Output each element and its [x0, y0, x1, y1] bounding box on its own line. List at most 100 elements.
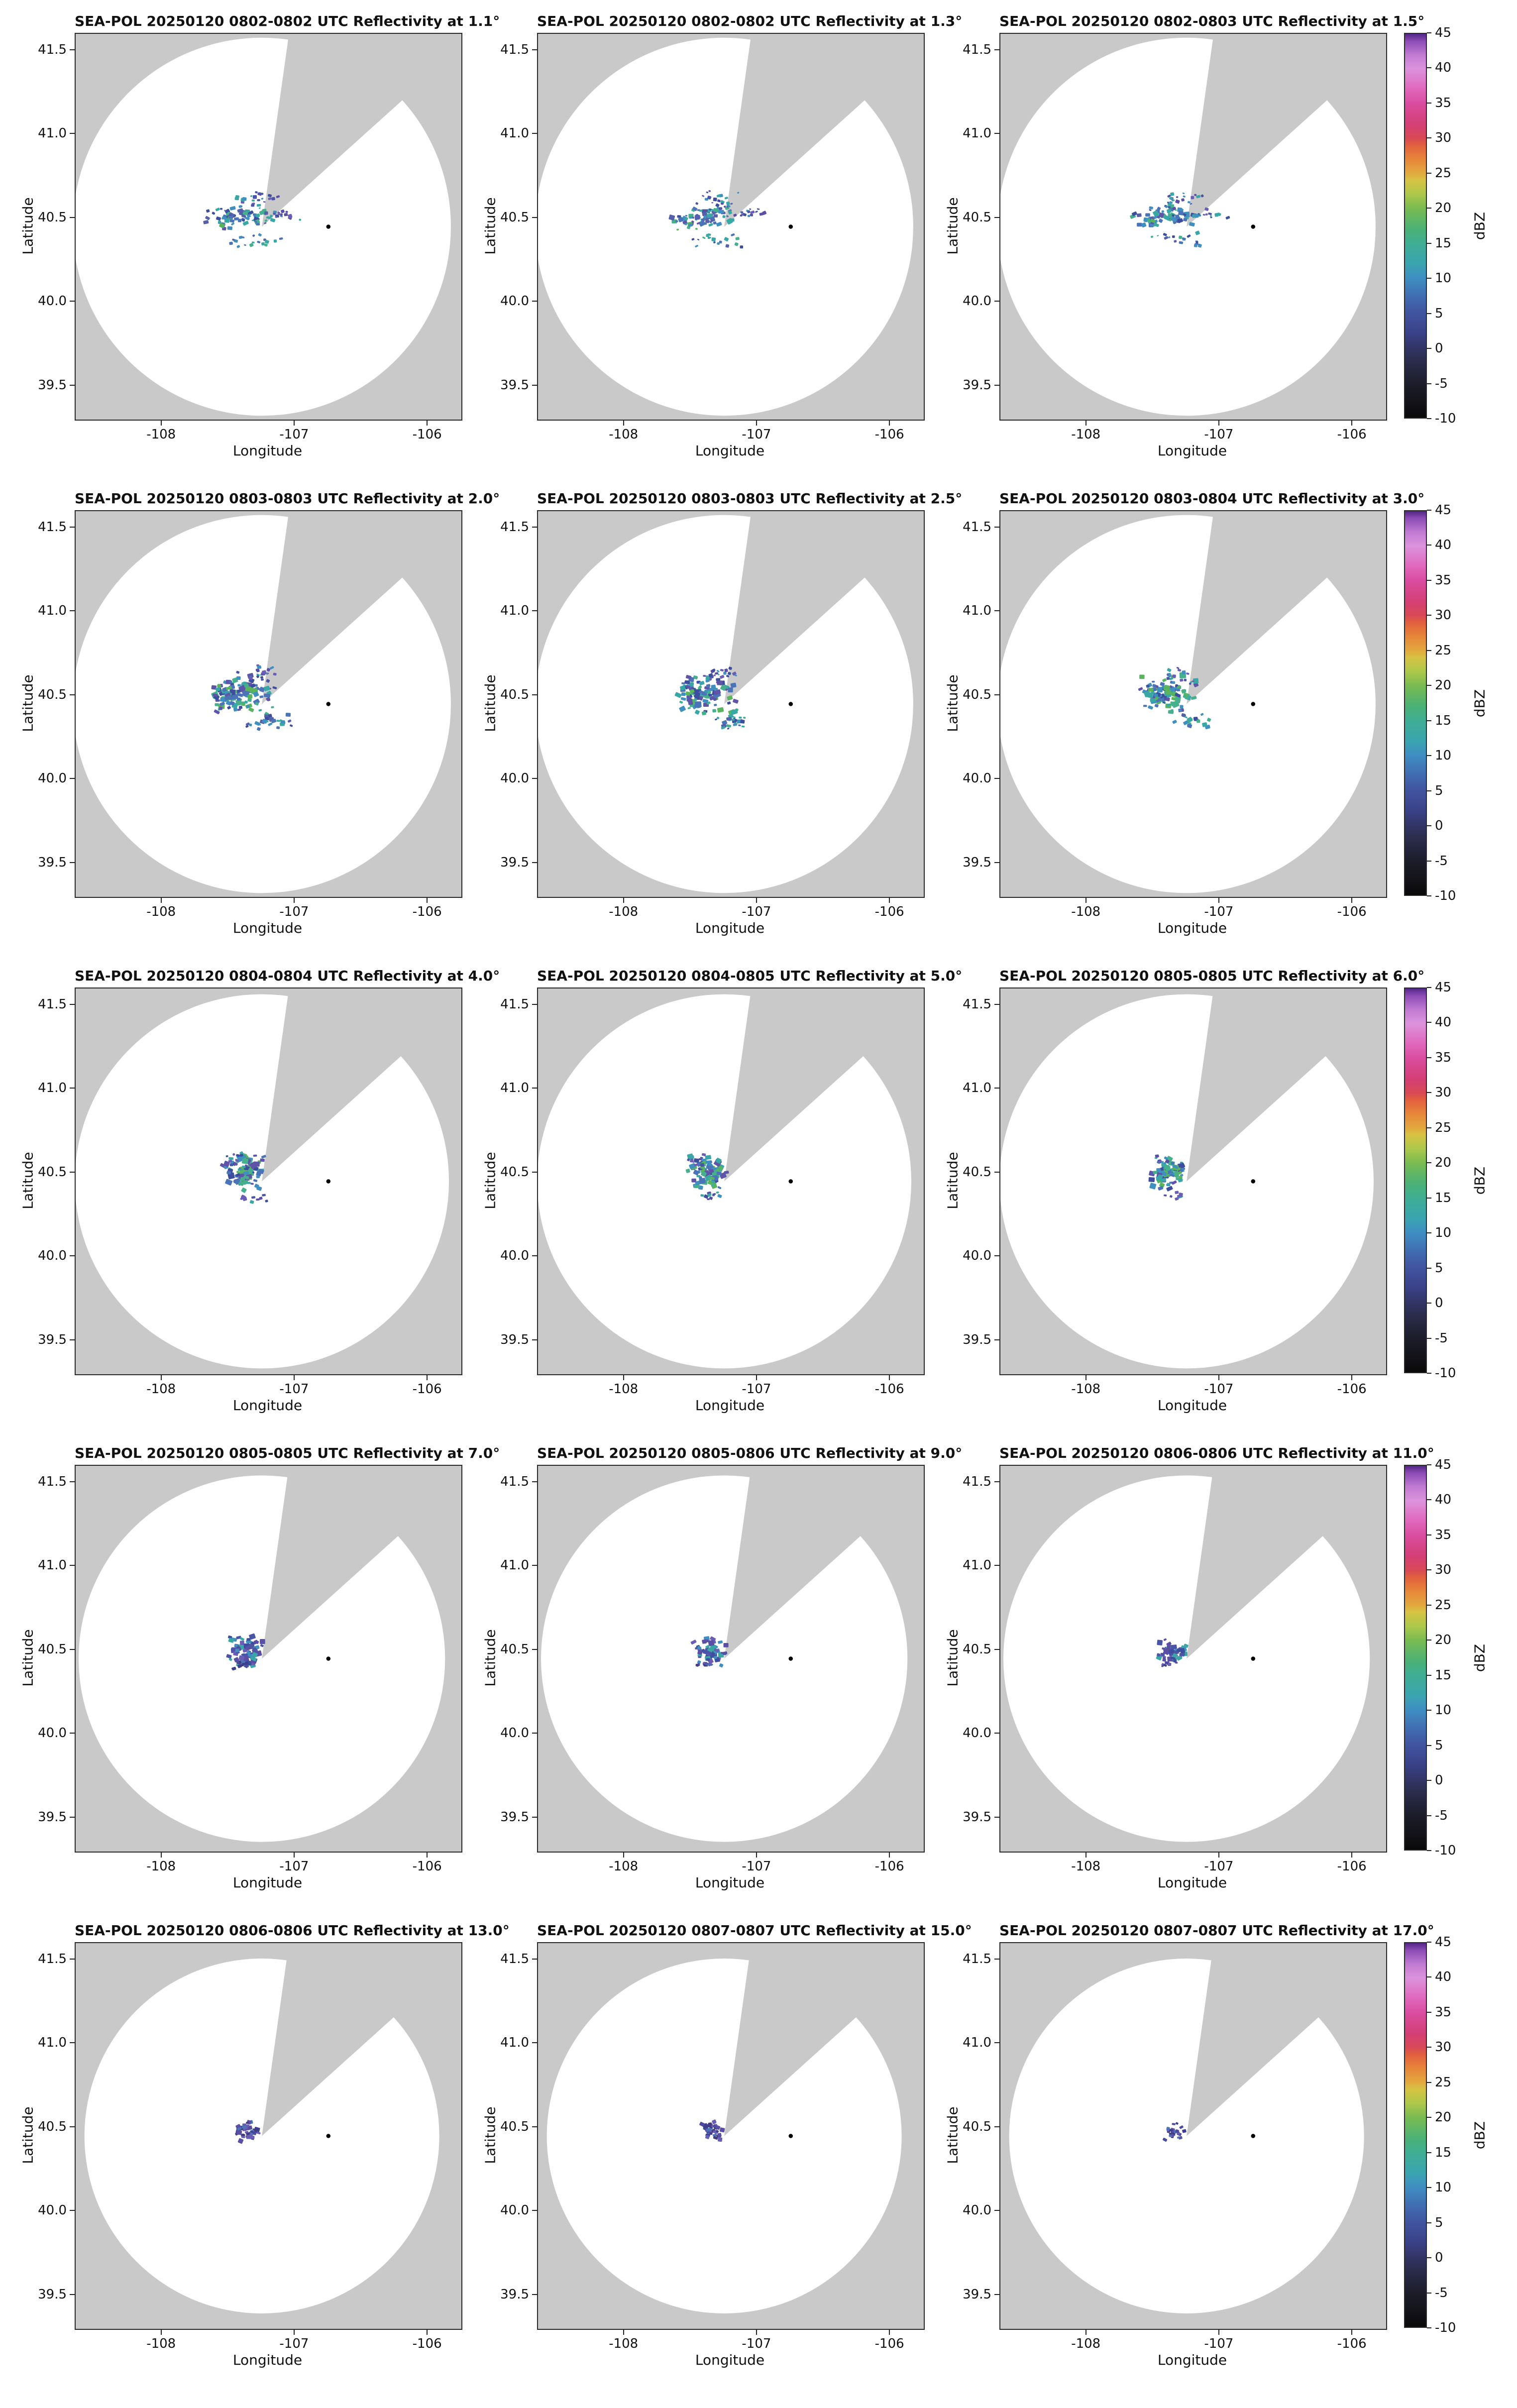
echo-speckle — [266, 697, 270, 701]
echo-speckle — [691, 238, 695, 241]
echo-speckle — [1171, 199, 1175, 202]
echo-speckle — [258, 709, 262, 712]
echo-speckle — [246, 1182, 251, 1184]
echo-speckle — [1163, 685, 1171, 691]
x-axis-label: Longitude — [1157, 1397, 1227, 1414]
echo-speckle — [268, 216, 271, 219]
echo-speckle — [677, 215, 681, 218]
echo-speckle — [694, 1163, 698, 1166]
colorbar-tick-label: 20 — [1435, 1155, 1452, 1171]
echo-speckle — [1177, 218, 1184, 223]
y-tick-label: 41.5 — [38, 1474, 67, 1489]
echo-speckle — [1141, 222, 1147, 227]
y-tick-label: 41.5 — [500, 1951, 529, 1967]
echo-speckle — [715, 1158, 722, 1164]
x-axis-label: Longitude — [232, 2352, 303, 2368]
y-tick-label: 40.0 — [963, 1248, 991, 1264]
y-tick-label: 39.5 — [500, 1332, 529, 1347]
plot-area: Latitude 41.5 41.0 40.5 40.0 39.5 — [17, 33, 462, 421]
echo-speckle — [1210, 216, 1212, 219]
echo-speckle — [684, 680, 690, 685]
x-tick-label: -106 — [1337, 1382, 1367, 1397]
echo-speckle — [700, 1161, 703, 1163]
echo-speckle — [720, 202, 724, 205]
plot-area: Latitude 41.5 41.0 40.5 40.0 39.5 — [942, 987, 1387, 1375]
y-tick-mark — [70, 1339, 75, 1340]
radar-map-plot — [999, 33, 1387, 421]
y-tick-label: 39.5 — [38, 377, 67, 393]
echo-speckle — [697, 1660, 701, 1664]
colorbar-unit-label: dBZ — [1471, 689, 1488, 717]
y-tick-label: 40.5 — [963, 210, 991, 225]
colorbar-tick-label: 45 — [1435, 25, 1452, 40]
radar-map-plot — [999, 1942, 1387, 2330]
x-tick-mark — [1085, 898, 1086, 903]
echo-speckle — [722, 215, 726, 219]
echo-speckle — [723, 1643, 729, 1647]
echo-speckle — [256, 204, 261, 207]
plot-area: Latitude 41.5 41.0 40.5 40.0 39.5 — [479, 33, 925, 421]
echo-speckle — [1162, 678, 1167, 682]
echo-speckle — [1164, 236, 1169, 240]
y-tick-mark — [994, 526, 999, 528]
echo-speckle — [1165, 697, 1170, 702]
x-axis-ticks: -108 -107 -106 — [537, 2330, 923, 2352]
y-tick-label: 41.0 — [963, 603, 991, 619]
colorbar-tick-label: 15 — [1435, 713, 1452, 728]
echo-speckle — [270, 218, 276, 222]
echo-speckle — [688, 701, 693, 705]
echo-speckle — [713, 241, 716, 243]
echo-speckle — [698, 1158, 702, 1161]
echo-speckle — [1164, 1194, 1167, 1197]
echo-speckle — [697, 1649, 703, 1655]
echo-speckle — [716, 2130, 719, 2133]
echo-speckle — [1190, 681, 1192, 683]
echo-speckle — [687, 707, 691, 709]
echo-speckle — [234, 217, 239, 220]
echo-speckle — [1171, 1180, 1177, 1185]
echo-speckle — [276, 195, 280, 198]
radar-panel: SEA-POL 20250120 0802-0802 UTC Reflectiv… — [479, 13, 963, 459]
echo-speckle — [694, 698, 697, 701]
echo-speckle — [245, 686, 251, 692]
radar-map-plot — [75, 1942, 462, 2330]
y-tick-mark — [994, 384, 999, 386]
echo-speckles — [1156, 1638, 1189, 1667]
echo-speckle — [250, 2135, 255, 2139]
y-tick-label: 40.0 — [38, 1248, 67, 1264]
echo-speckle — [681, 682, 685, 684]
echo-speckle — [715, 203, 720, 208]
echo-speckle — [721, 726, 726, 730]
y-tick-mark — [532, 2126, 537, 2127]
echo-speckle — [715, 672, 719, 675]
echo-speckle — [706, 234, 709, 237]
echo-speckle — [232, 238, 235, 241]
x-axis-label: Longitude — [695, 442, 765, 459]
y-axis-label-text: Latitude — [944, 674, 961, 732]
x-tick-label: -106 — [412, 1859, 442, 1874]
y-tick-mark — [70, 1816, 75, 1818]
echo-speckle — [706, 1164, 714, 1171]
echo-speckle — [699, 210, 703, 212]
colorbar-tick-label: 10 — [1435, 1703, 1452, 1718]
echo-speckle — [288, 719, 292, 723]
echo-speckle — [275, 216, 278, 219]
echo-speckle — [1197, 243, 1202, 248]
echo-speckle — [218, 220, 221, 223]
radar-panel: SEA-POL 20250120 0807-0807 UTC Reflectiv… — [479, 1922, 972, 2369]
echo-speckle — [1175, 215, 1180, 219]
echo-speckle — [707, 1648, 713, 1652]
echo-speckle — [251, 204, 255, 207]
y-axis-ticks: 41.5 41.0 40.5 40.0 39.5 — [38, 1465, 75, 1851]
echo-speckle — [265, 1200, 268, 1203]
echo-speckle — [713, 208, 719, 213]
echo-speckle — [709, 1196, 713, 1200]
x-tick-label: -106 — [1337, 1859, 1367, 1874]
x-tick-label: -107 — [279, 2336, 309, 2351]
echo-speckle — [261, 678, 264, 681]
colorbar-tick-mark — [1427, 1976, 1431, 1978]
x-tick-label: -108 — [1071, 1382, 1101, 1397]
y-axis-label-text: Latitude — [19, 674, 36, 732]
echo-speckle — [713, 674, 716, 676]
echo-speckle — [682, 220, 687, 224]
